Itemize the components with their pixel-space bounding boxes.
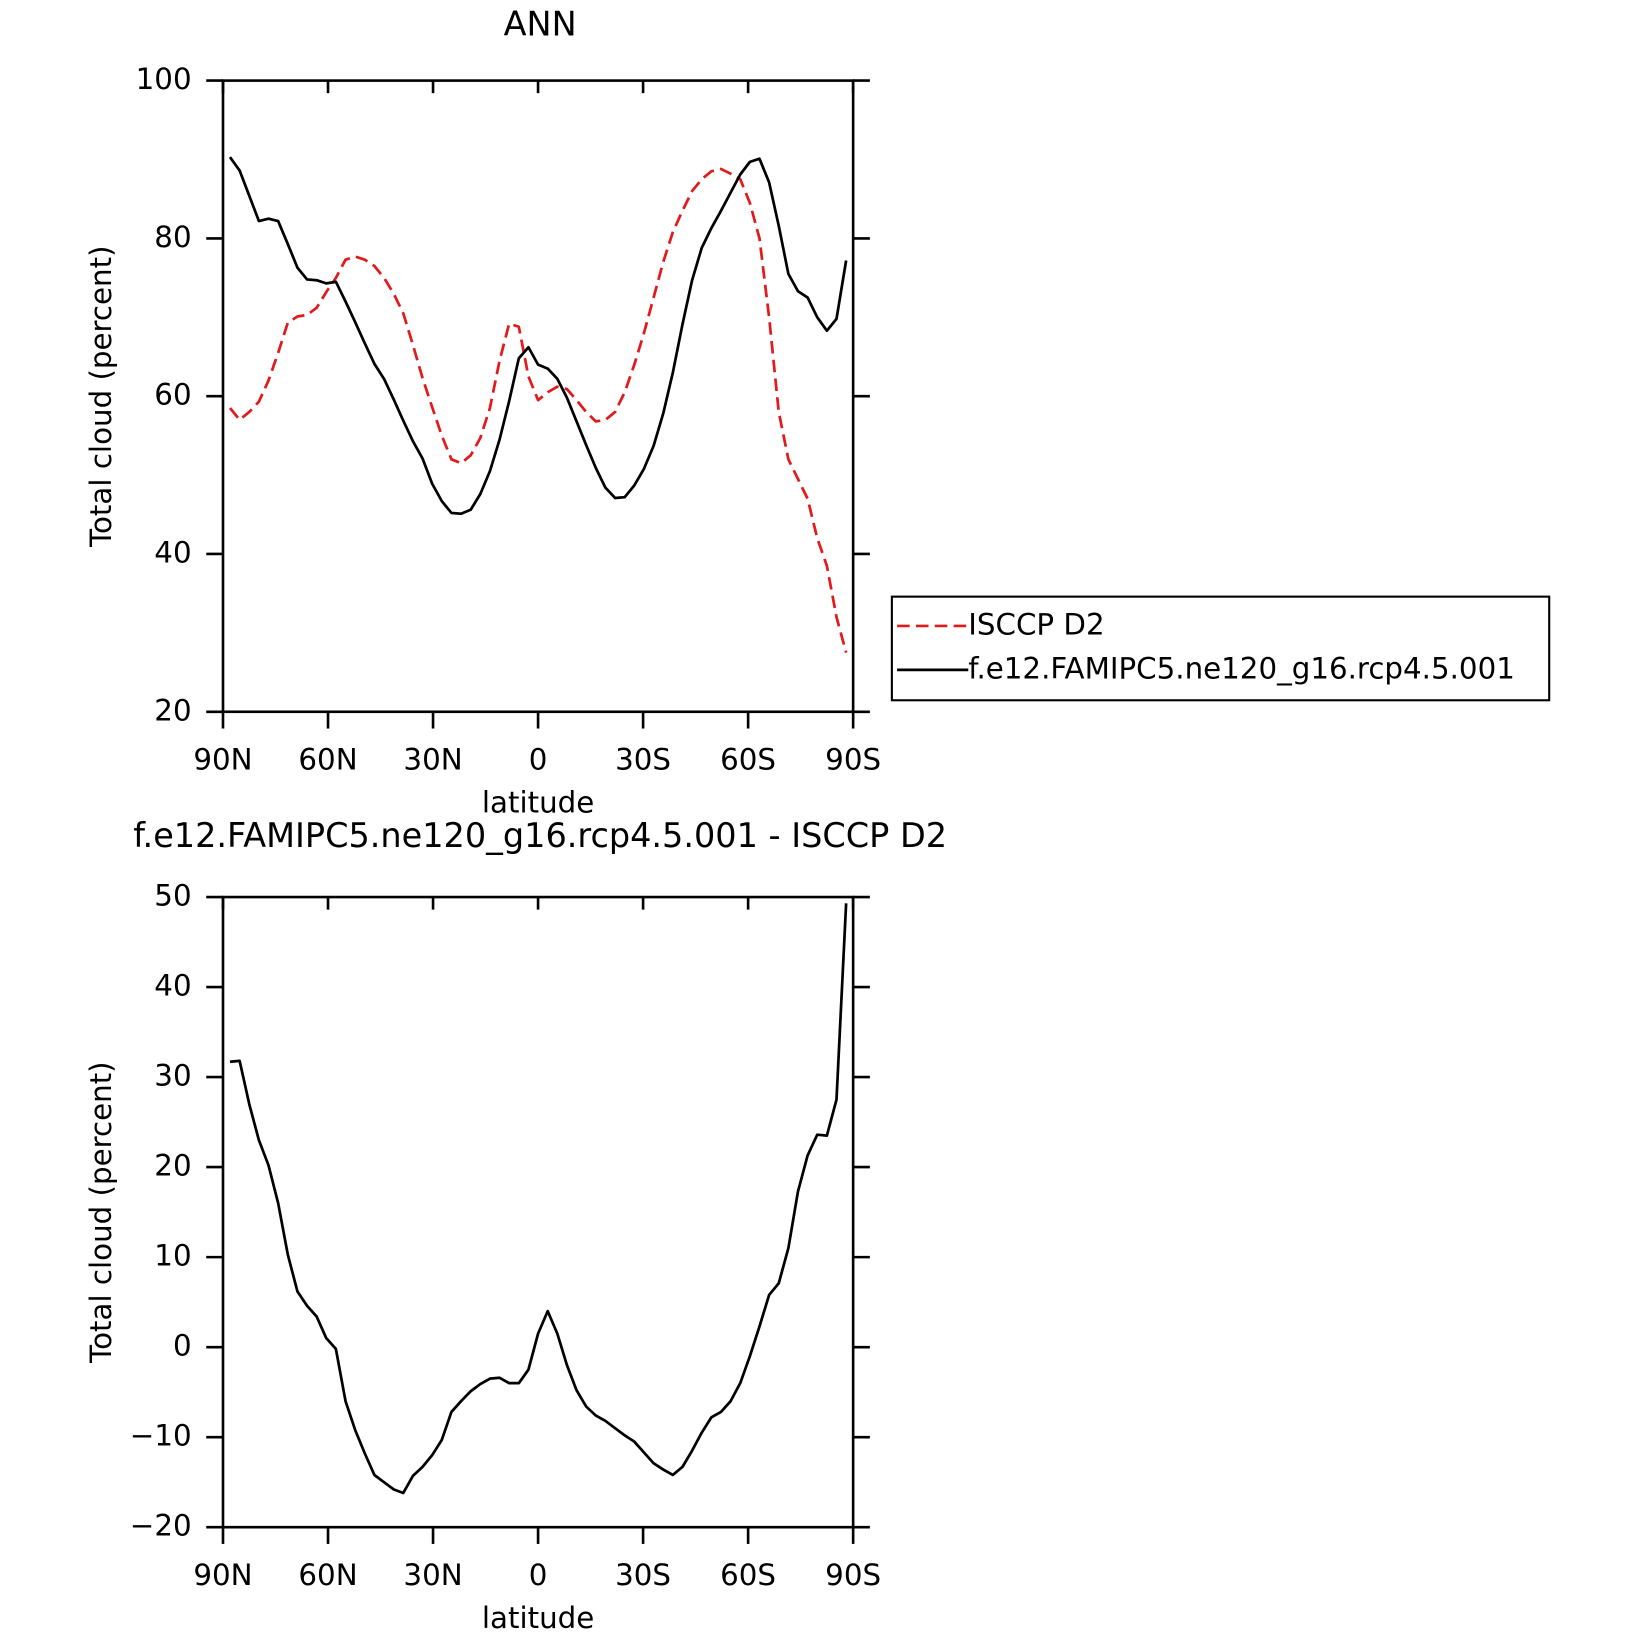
y-tick-label: 30	[154, 1059, 191, 1093]
legend-label: ISCCP D2	[968, 607, 1104, 641]
data-line	[228, 156, 848, 516]
x-axis-label: latitude	[482, 1601, 594, 1635]
y-tick-label: 20	[154, 693, 191, 727]
y-tick-label: 40	[154, 969, 191, 1003]
x-tick-label: 0	[529, 1558, 548, 1592]
chart-title: ANN	[504, 5, 577, 44]
x-tick-label: 60S	[720, 1558, 776, 1592]
legend-box	[890, 595, 1551, 702]
y-tick-label: 20	[154, 1149, 191, 1183]
chart-title: f.e12.FAMIPC5.ne120_g16.rcp4.5.001 - ISC…	[133, 816, 947, 855]
x-tick-label: 30S	[615, 742, 671, 776]
x-axis-label: latitude	[482, 785, 594, 819]
legend-label: f.e12.FAMIPC5.ne120_g16.rcp4.5.001	[968, 651, 1515, 685]
x-tick-label: 0	[529, 742, 548, 776]
x-tick-label: 90N	[193, 1558, 252, 1592]
y-tick-label: 80	[154, 220, 191, 254]
x-tick-label: 90N	[193, 742, 252, 776]
y-tick-label: −10	[130, 1419, 192, 1453]
x-tick-label: 30S	[615, 1558, 671, 1592]
y-tick-label: 0	[173, 1329, 192, 1363]
x-tick-label: 60S	[720, 742, 776, 776]
data-line	[229, 903, 848, 1495]
y-tick-label: 60	[154, 378, 191, 412]
x-tick-label: 30N	[403, 742, 462, 776]
data-line	[228, 167, 848, 653]
y-tick-label: 50	[154, 879, 191, 913]
x-tick-label: 30N	[403, 1558, 462, 1592]
y-tick-label: 100	[136, 62, 192, 96]
x-tick-label: 90S	[825, 742, 881, 776]
y-axis-label: Total cloud (percent)	[84, 245, 118, 547]
plot-frame	[221, 895, 855, 1529]
y-tick-label: 10	[154, 1239, 191, 1273]
y-tick-label: 40	[154, 535, 191, 569]
y-tick-label: −20	[130, 1509, 192, 1543]
x-tick-label: 60N	[298, 1558, 357, 1592]
x-tick-label: 60N	[298, 742, 357, 776]
plot-frame	[221, 79, 855, 714]
x-tick-label: 90S	[825, 1558, 881, 1592]
y-axis-label: Total cloud (percent)	[84, 1061, 118, 1363]
